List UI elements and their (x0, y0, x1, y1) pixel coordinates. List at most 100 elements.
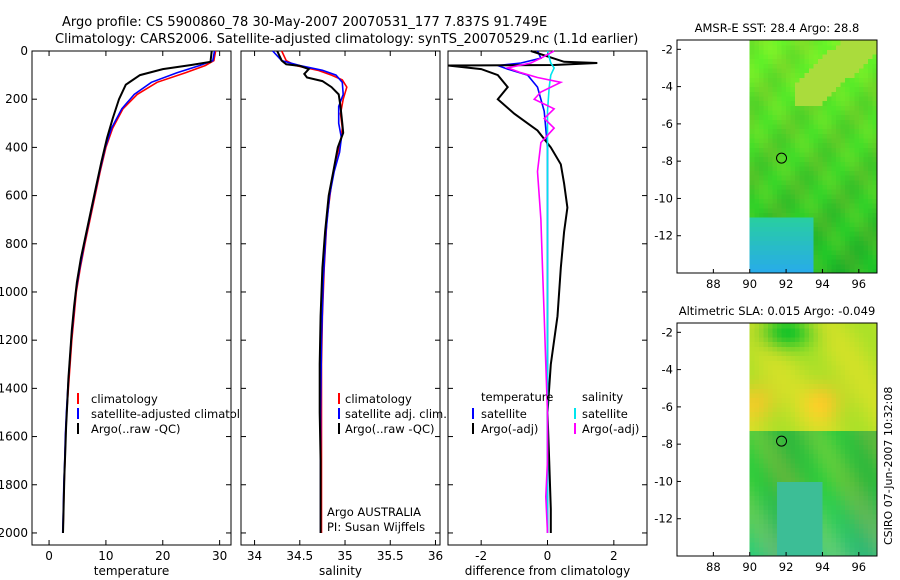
sst-heatmap-cell (758, 58, 764, 64)
sst-heatmap-cell (790, 249, 796, 255)
sla-heatmap-cell (872, 523, 878, 529)
sla-heatmap-cell (804, 346, 810, 352)
sla-heatmap-cell (813, 383, 819, 389)
sla-heatmap-cell (781, 411, 787, 417)
sla-heatmap-cell (840, 341, 846, 347)
sla-heatmap-cell (817, 448, 824, 455)
sla-heatmap-cell (854, 523, 860, 529)
sst-heatmap-cell (754, 235, 760, 241)
sst-heatmap-cell (813, 86, 819, 92)
sla-heatmap-cell (840, 528, 846, 534)
sla-heatmap-cell (749, 383, 755, 389)
sla-heatmap-cell (849, 542, 855, 548)
sla-heatmap-cell (808, 392, 814, 399)
sst-heatmap-cell (799, 147, 805, 153)
sla-heatmap-cell (772, 490, 778, 497)
sla-heatmap-cell (813, 406, 819, 413)
sla-heatmap-cell (858, 397, 864, 403)
sst-heatmap-cell (836, 193, 842, 200)
sla-heatmap-cell (827, 383, 833, 389)
sst-heatmap-cell (758, 235, 764, 241)
sla-heatmap-cell (749, 532, 755, 538)
sst-heatmap-cell (767, 81, 774, 88)
sla-heatmap-cell (831, 523, 837, 529)
sst-heatmap-cell (772, 119, 778, 125)
sst-heatmap-cell (840, 217, 846, 223)
sst-heatmap-cell (804, 137, 810, 144)
sla-heatmap-cell (758, 416, 764, 422)
sst-heatmap-cell (822, 235, 828, 241)
sla-heatmap-cell (813, 434, 819, 441)
sla-ytick-label: -10 (654, 474, 673, 488)
sst-heatmap-cell (808, 86, 814, 92)
sst-heatmap-cell (804, 249, 810, 255)
sst-heatmap-cell (822, 137, 828, 144)
sla-heatmap-cell (772, 420, 778, 427)
sla-heatmap-cell (858, 542, 864, 548)
sla-heatmap-cell (822, 514, 828, 520)
sla-heatmap-cell (845, 462, 851, 469)
sst-heatmap-cell (758, 109, 764, 116)
sst-heatmap-cell (777, 165, 783, 172)
sla-heatmap-cell (858, 336, 864, 343)
sst-heatmap-cell (822, 245, 828, 251)
sst-heatmap-cell (831, 40, 837, 46)
sst-heatmap-cell (749, 193, 755, 200)
sst-heatmap-cell (758, 249, 764, 255)
sla-heatmap-cell (822, 481, 828, 487)
sla-heatmap-cell (827, 528, 833, 534)
sla-heatmap-cell (822, 472, 828, 478)
sst-heatmap-cell (808, 114, 814, 120)
sst-heatmap-cell (836, 156, 842, 162)
sst-heatmap-cell (836, 133, 842, 139)
sla-heatmap-cell (790, 444, 796, 450)
sla-heatmap-cell (777, 504, 783, 510)
sla-heatmap-cell (813, 397, 819, 403)
sst-heatmap-cell (867, 49, 874, 55)
sst-heatmap-cell (854, 245, 860, 251)
sla-heatmap-cell (790, 509, 796, 515)
sla-heatmap-cell (786, 490, 792, 497)
sst-heatmap-cell (772, 165, 778, 172)
sla-heatmap-cell (781, 388, 787, 394)
sla-heatmap-cell (795, 532, 801, 538)
sla-heatmap-cell (872, 392, 878, 399)
sst-heatmap-cell (767, 212, 774, 218)
sst-heatmap-cell (817, 119, 824, 125)
sst-heatmap-cell (817, 212, 824, 218)
sst-heatmap-cell (849, 156, 855, 162)
sst-heatmap-cell (840, 128, 846, 134)
sla-heatmap-cell (863, 490, 869, 497)
sla-heatmap-cell (795, 364, 801, 371)
sst-heatmap-cell (804, 91, 810, 97)
sla-heatmap-cell (817, 532, 824, 538)
sla-heatmap-cell (817, 486, 824, 492)
sla-heatmap-cell (849, 504, 855, 510)
sla-heatmap-cell (822, 383, 828, 389)
sla-heatmap-cell (790, 411, 796, 417)
sst-heatmap-cell (858, 142, 864, 148)
sst-heatmap-cell (781, 189, 787, 195)
sst-heatmap-cell (822, 123, 828, 130)
sst-heatmap-cell (817, 49, 824, 55)
sla-heatmap-cell (858, 341, 864, 347)
sst-heatmap-cell (758, 49, 764, 55)
sst-heatmap-cell (804, 58, 810, 64)
sla-heatmap-cell (822, 444, 828, 450)
sla-heatmap-cell (827, 495, 833, 501)
sst-heatmap-cell (763, 53, 769, 60)
sst-heatmap-cell (813, 156, 819, 162)
sla-heatmap-cell (813, 551, 819, 557)
sla-heatmap-cell (795, 420, 801, 427)
sst-heatmap-cell (840, 212, 846, 218)
sst-heatmap-cell (781, 156, 787, 162)
sst-heatmap-cell (858, 137, 864, 144)
sst-heatmap-cell (840, 207, 846, 214)
sst-heatmap-cell (813, 235, 819, 241)
sla-heatmap-cell (849, 364, 855, 371)
sst-heatmap-cell (790, 109, 796, 116)
sst-xtick-label: 92 (779, 277, 794, 291)
sst-heatmap-cell (754, 137, 760, 144)
sla-heatmap-cell (867, 551, 874, 557)
temperature-xtick-label: 20 (155, 549, 170, 563)
